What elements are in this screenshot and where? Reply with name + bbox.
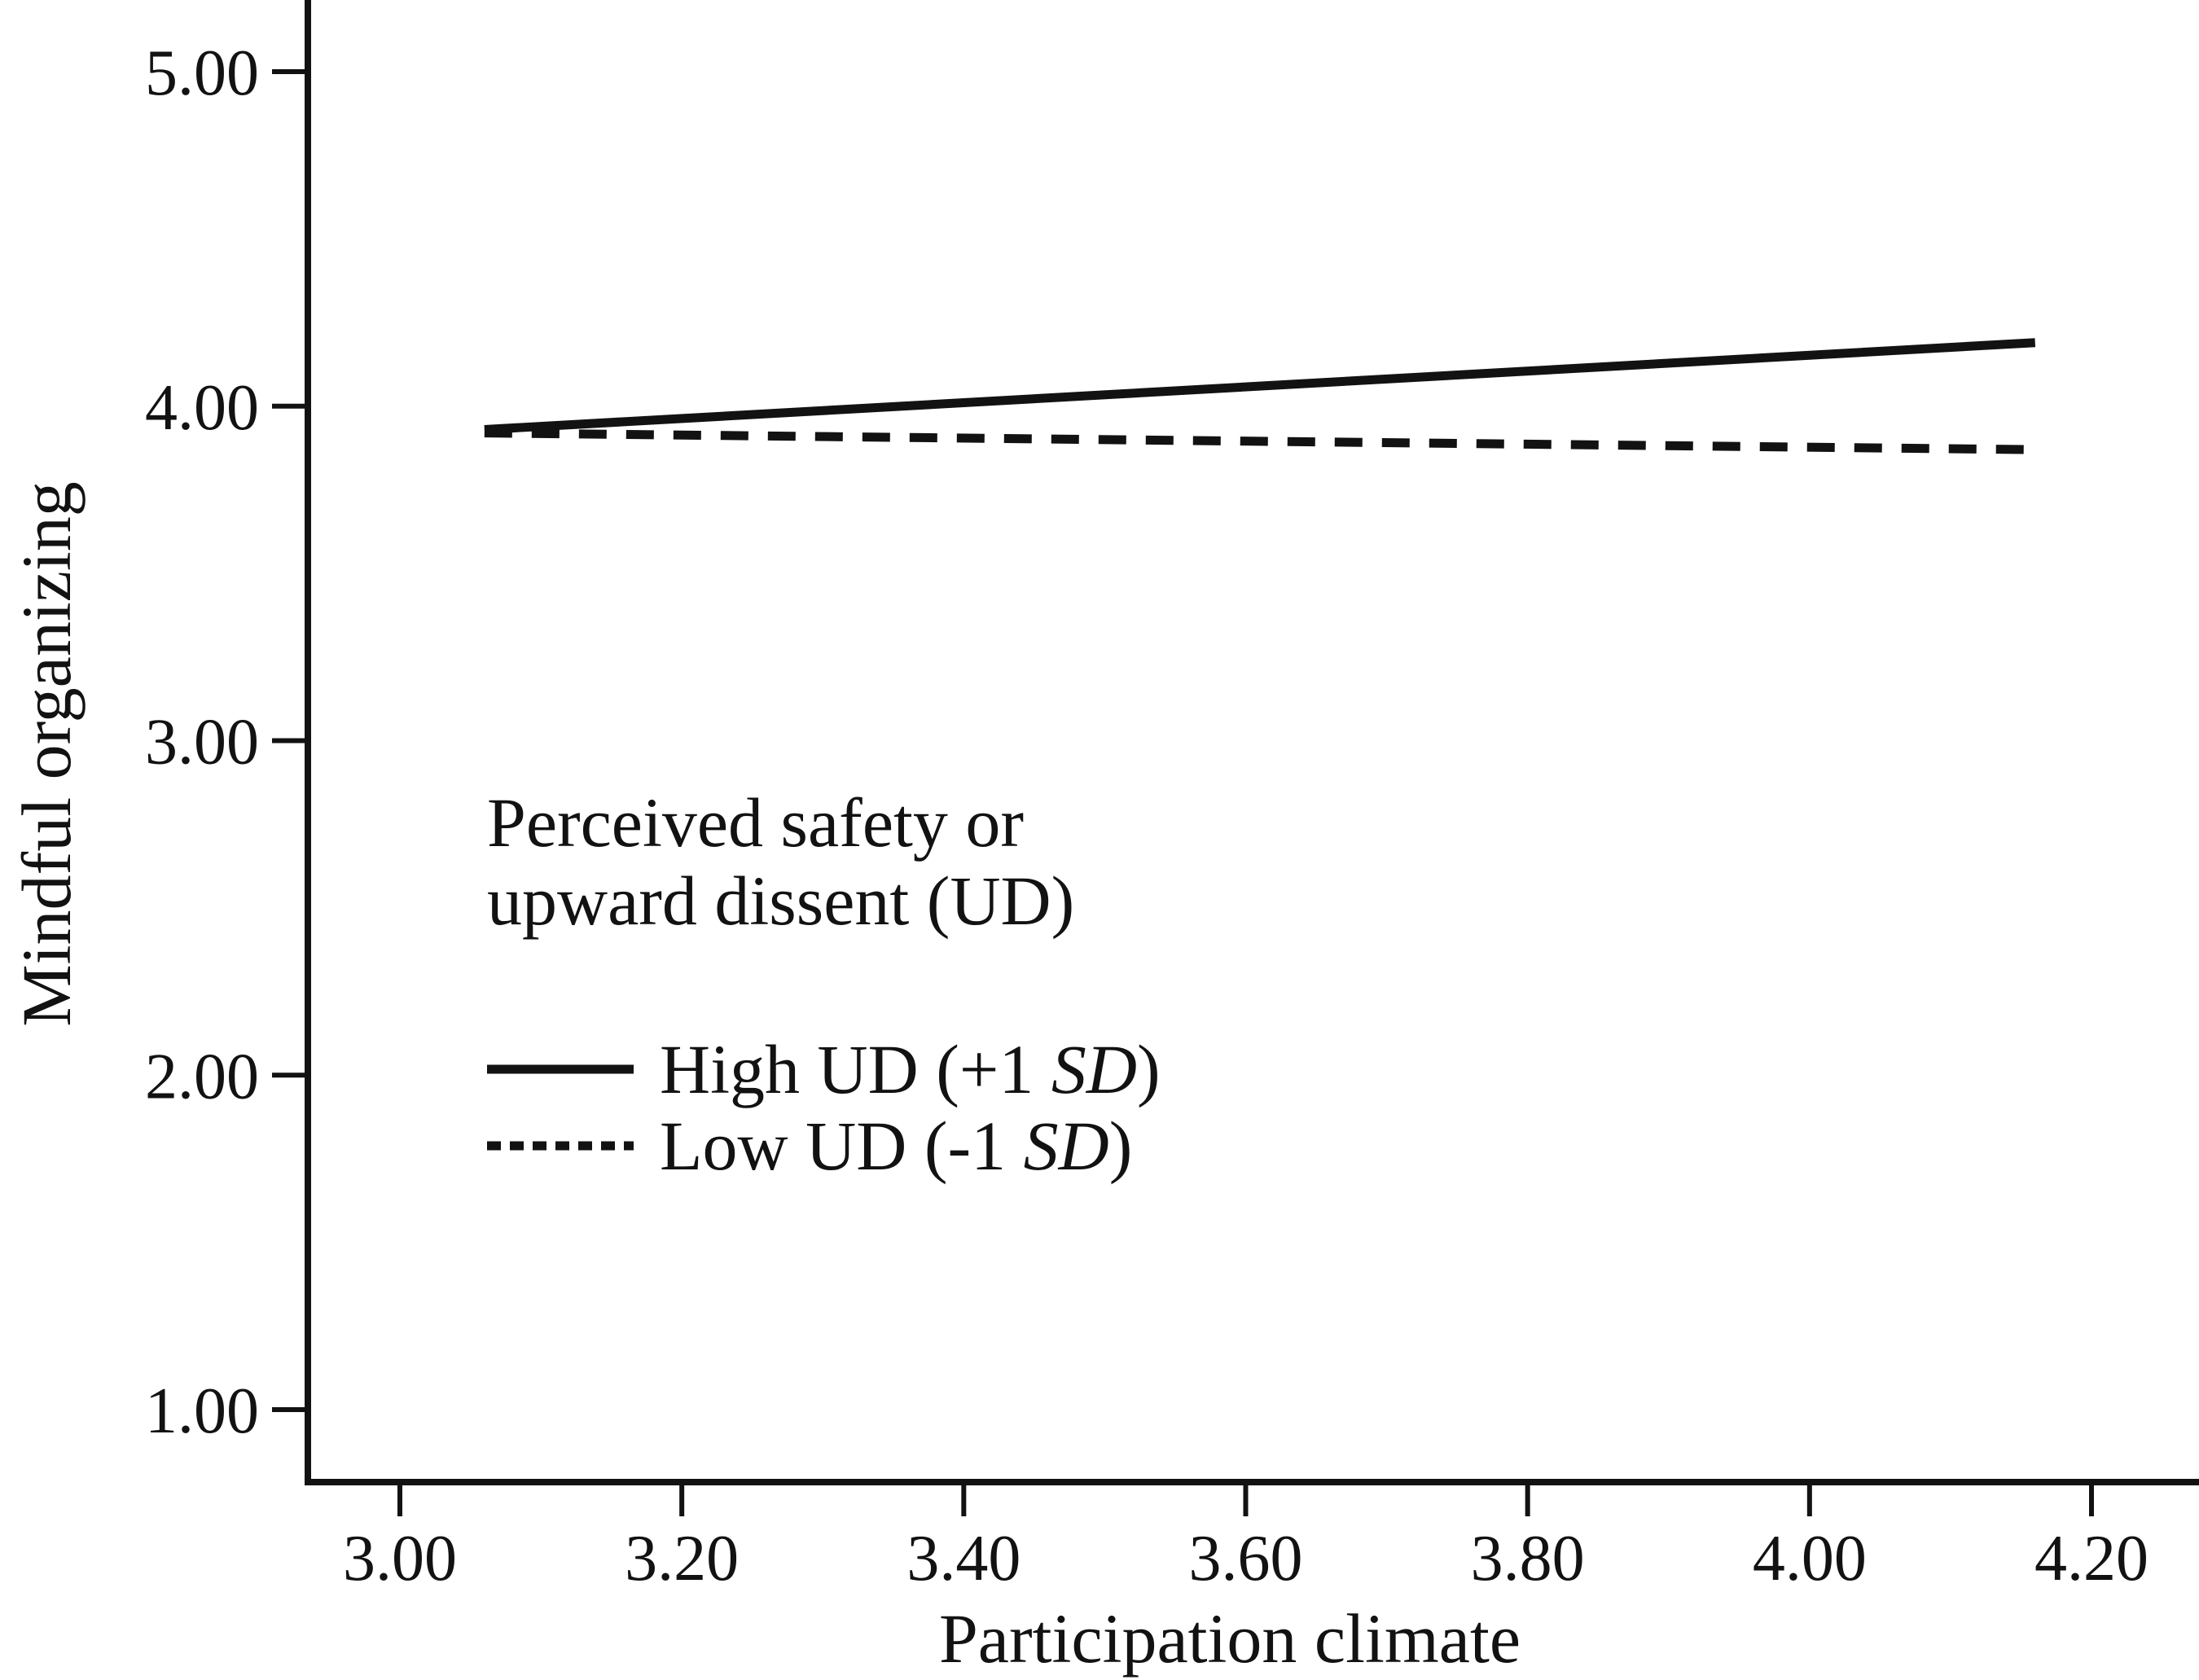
x-axis-title: Participation climate xyxy=(938,1599,1521,1678)
y-tick-label: 2.00 xyxy=(145,1041,259,1112)
x-tick-label: 3.20 xyxy=(625,1523,739,1594)
x-tick-label: 4.00 xyxy=(1753,1523,1867,1594)
dashed-line-swatch xyxy=(487,1141,634,1151)
legend-label-high-ud: High UD (+1 SD) xyxy=(660,1030,1161,1108)
y-tick-label: 4.00 xyxy=(145,372,259,444)
series-line-dashed xyxy=(484,428,2035,454)
x-tick-label: 3.60 xyxy=(1189,1523,1303,1594)
legend: Perceived safety or upward dissent (UD) … xyxy=(487,783,1161,1185)
legend-label-high-ud-italic: SD xyxy=(1051,1030,1137,1108)
legend-label-low-ud: Low UD (-1 SD) xyxy=(660,1107,1132,1185)
legend-label-low-ud-prefix: Low UD (-1 xyxy=(660,1107,1024,1185)
y-axis-title: Mindful organizing xyxy=(7,481,86,1027)
x-tick-label: 3.80 xyxy=(1471,1523,1585,1594)
y-tick-label: 5.00 xyxy=(145,37,259,109)
series-line-solid xyxy=(484,338,2036,434)
legend-label-low-ud-suffix: ) xyxy=(1108,1107,1133,1185)
legend-item-low-ud: Low UD (-1 SD) xyxy=(487,1107,1161,1185)
y-tick-label: 1.00 xyxy=(145,1375,259,1447)
legend-title-line-1: Perceived safety or xyxy=(487,783,1025,862)
legend-title-line-2: upward dissent (UD) xyxy=(487,862,1075,940)
legend-label-high-ud-suffix: ) xyxy=(1136,1030,1161,1108)
solid-line-swatch xyxy=(487,1064,634,1074)
legend-label-low-ud-italic: SD xyxy=(1023,1107,1109,1185)
legend-items: High UD (+1 SD) Low UD (-1 SD) xyxy=(487,1030,1161,1185)
x-tick-label: 3.40 xyxy=(906,1523,1020,1594)
axis-spines xyxy=(305,0,2199,1485)
y-tick-label: 3.00 xyxy=(145,707,259,779)
x-tick-label: 3.00 xyxy=(343,1523,457,1594)
x-tick-label: 4.20 xyxy=(2034,1523,2149,1594)
legend-item-high-ud: High UD (+1 SD) xyxy=(487,1030,1161,1108)
legend-label-high-ud-prefix: High UD (+1 xyxy=(660,1030,1051,1108)
legend-title: Perceived safety or upward dissent (UD) xyxy=(487,783,1161,940)
